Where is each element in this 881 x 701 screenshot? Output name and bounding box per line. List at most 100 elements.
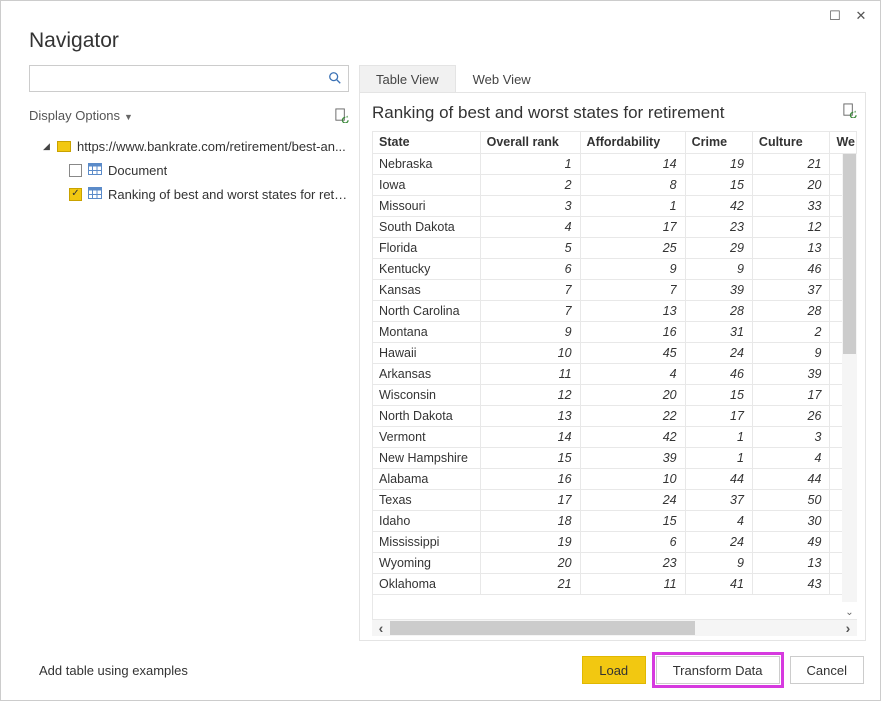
transform-data-button[interactable]: Transform Data <box>656 656 780 684</box>
table-cell: 44 <box>685 468 752 489</box>
table-row[interactable]: Nebraska1141921 <box>373 153 857 174</box>
column-header[interactable]: Affordability <box>580 132 685 153</box>
table-cell: 13 <box>580 300 685 321</box>
table-row[interactable]: Hawaii1045249 <box>373 342 857 363</box>
table-cell: 33 <box>752 195 830 216</box>
add-table-examples-button[interactable]: Add table using examples <box>29 658 198 683</box>
table-row[interactable]: North Carolina7132828 <box>373 300 857 321</box>
search-icon[interactable] <box>328 71 342 88</box>
table-cell: Wyoming <box>373 552 480 573</box>
table-cell: 39 <box>580 447 685 468</box>
table-row[interactable]: Wisconsin12201517 <box>373 384 857 405</box>
tree-root[interactable]: ◢ https://www.bankrate.com/retirement/be… <box>29 134 349 158</box>
table-cell: 2 <box>480 174 580 195</box>
scrollbar-thumb[interactable] <box>843 154 856 354</box>
table-row[interactable]: Oklahoma21114143 <box>373 573 857 594</box>
search-input[interactable] <box>30 66 348 91</box>
table-row[interactable]: Missouri314233 <box>373 195 857 216</box>
tree-item-document[interactable]: Document <box>29 158 349 182</box>
column-header[interactable]: Culture <box>752 132 830 153</box>
table-row[interactable]: Idaho1815430 <box>373 510 857 531</box>
table-cell: 41 <box>685 573 752 594</box>
table-row[interactable]: Texas17243750 <box>373 489 857 510</box>
table-cell: 6 <box>580 531 685 552</box>
table-cell: New Hampshire <box>373 447 480 468</box>
chevron-down-icon: ▼ <box>124 112 133 122</box>
table-cell: 11 <box>580 573 685 594</box>
column-header[interactable]: We <box>830 132 857 153</box>
table-cell: 24 <box>685 531 752 552</box>
table-row[interactable]: Florida5252913 <box>373 237 857 258</box>
table-cell: 16 <box>580 321 685 342</box>
table-cell: 17 <box>685 405 752 426</box>
close-button[interactable]: ✕ <box>848 5 874 27</box>
search-box[interactable] <box>29 65 349 92</box>
table-cell: Vermont <box>373 426 480 447</box>
table-cell: 20 <box>580 384 685 405</box>
vertical-scrollbar[interactable]: ⌄ <box>842 154 857 602</box>
table-cell: 37 <box>752 279 830 300</box>
preview-pane: Table View Web View Ranking of best and … <box>359 65 866 641</box>
table-row[interactable]: Mississippi1962449 <box>373 531 857 552</box>
tab-web-view[interactable]: Web View <box>456 65 548 92</box>
table-row[interactable]: Kansas773937 <box>373 279 857 300</box>
table-cell: Hawaii <box>373 342 480 363</box>
scroll-left-icon[interactable]: ‹ <box>372 620 390 636</box>
load-button[interactable]: Load <box>582 656 646 684</box>
table-cell: 50 <box>752 489 830 510</box>
tree-item-label: Document <box>108 163 167 178</box>
table-cell: Nebraska <box>373 153 480 174</box>
table-cell: 3 <box>752 426 830 447</box>
table-cell: Kansas <box>373 279 480 300</box>
table-row[interactable]: Arkansas1144639 <box>373 363 857 384</box>
table-cell: 46 <box>752 258 830 279</box>
table-cell: 39 <box>685 279 752 300</box>
table-cell: Missouri <box>373 195 480 216</box>
table-row[interactable]: North Dakota13221726 <box>373 405 857 426</box>
column-header[interactable]: Crime <box>685 132 752 153</box>
checkbox-checked[interactable] <box>69 188 82 201</box>
table-cell: 4 <box>685 510 752 531</box>
table-cell: 39 <box>752 363 830 384</box>
table-row[interactable]: Vermont144213 <box>373 426 857 447</box>
table-cell: 4 <box>480 216 580 237</box>
table-cell: 9 <box>685 258 752 279</box>
table-row[interactable]: Wyoming2023913 <box>373 552 857 573</box>
table-cell: 7 <box>480 279 580 300</box>
table-row[interactable]: Iowa281520 <box>373 174 857 195</box>
tree-item-ranking[interactable]: Ranking of best and worst states for ret… <box>29 182 349 206</box>
table-cell: Wisconsin <box>373 384 480 405</box>
table-cell: 14 <box>480 426 580 447</box>
table-cell: 16 <box>480 468 580 489</box>
display-options-dropdown[interactable]: Display Options▼ <box>29 108 133 123</box>
table-cell: 7 <box>480 300 580 321</box>
table-cell: 3 <box>480 195 580 216</box>
table-cell: Kentucky <box>373 258 480 279</box>
table-cell: 13 <box>752 552 830 573</box>
data-table: StateOverall rankAffordabilityCrimeCultu… <box>373 132 857 595</box>
scroll-down-icon[interactable]: ⌄ <box>842 605 857 619</box>
scrollbar-thumb[interactable] <box>390 621 695 635</box>
table-cell: 1 <box>685 447 752 468</box>
table-row[interactable]: New Hampshire153914 <box>373 447 857 468</box>
table-row[interactable]: South Dakota4172312 <box>373 216 857 237</box>
column-header[interactable]: State <box>373 132 480 153</box>
scroll-right-icon[interactable]: › <box>839 620 857 636</box>
refresh-icon[interactable] <box>334 108 349 123</box>
tab-table-view[interactable]: Table View <box>359 65 456 92</box>
collapse-icon[interactable]: ◢ <box>43 141 53 152</box>
table-cell: 23 <box>580 552 685 573</box>
table-cell: 9 <box>752 342 830 363</box>
maximize-button[interactable]: ☐ <box>822 5 848 27</box>
table-cell: Texas <box>373 489 480 510</box>
table-cell: 17 <box>580 216 685 237</box>
table-row[interactable]: Alabama16104444 <box>373 468 857 489</box>
refresh-preview-icon[interactable] <box>842 103 857 118</box>
checkbox[interactable] <box>69 164 82 177</box>
horizontal-scrollbar[interactable]: ‹ › <box>372 619 857 636</box>
table-row[interactable]: Montana916312 <box>373 321 857 342</box>
column-header[interactable]: Overall rank <box>480 132 580 153</box>
table-cell: 46 <box>685 363 752 384</box>
cancel-button[interactable]: Cancel <box>790 656 864 684</box>
table-row[interactable]: Kentucky69946 <box>373 258 857 279</box>
